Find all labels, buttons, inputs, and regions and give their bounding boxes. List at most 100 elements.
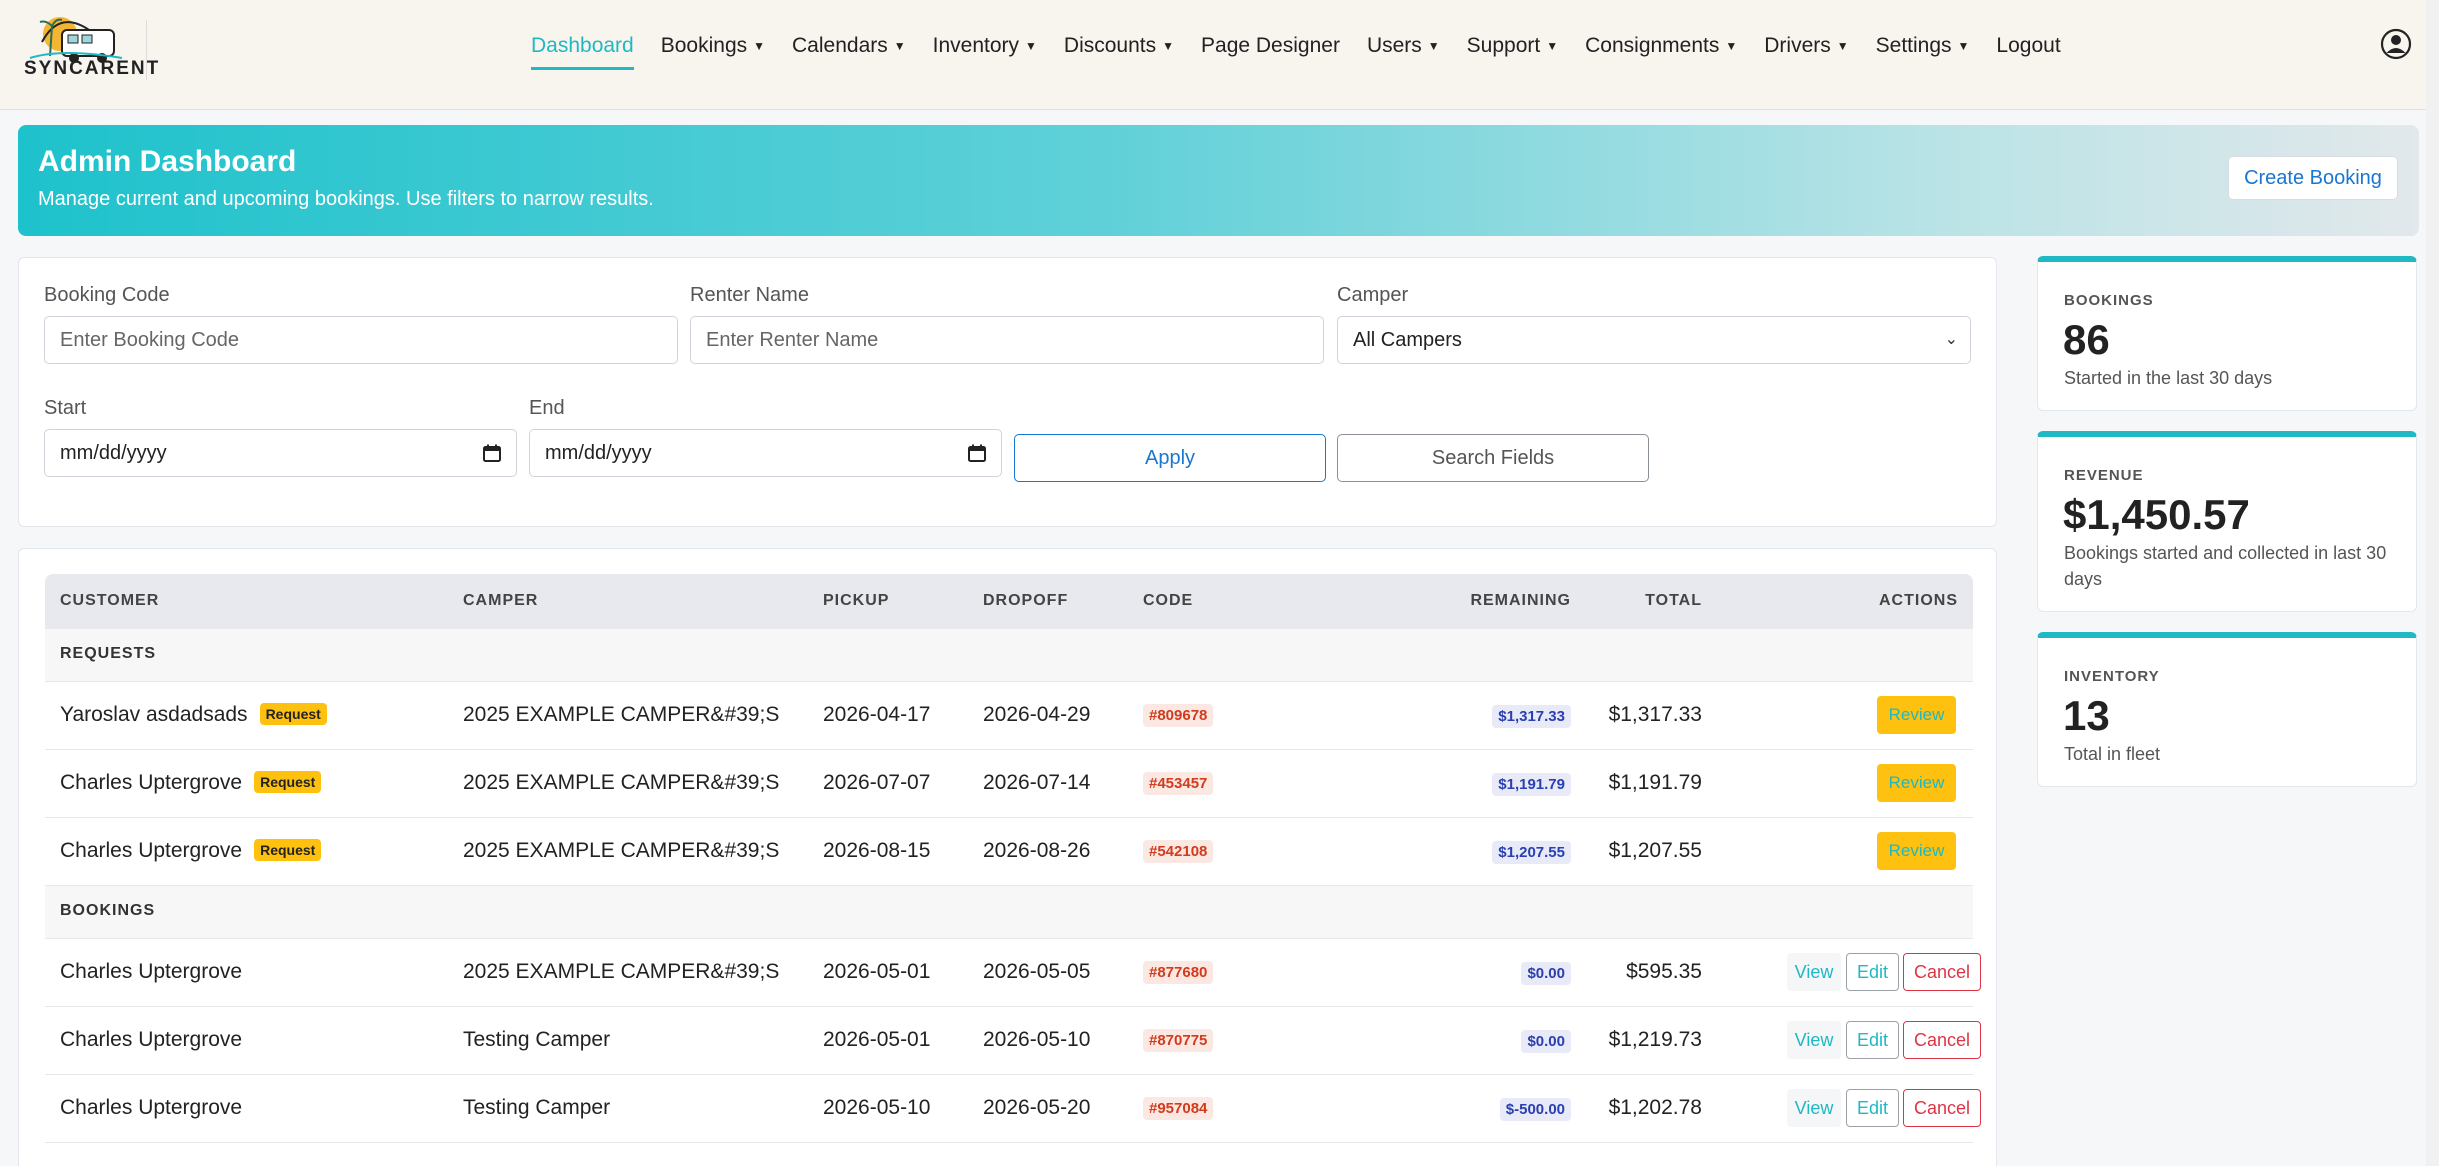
nav-label: Support [1466,34,1541,57]
apply-button[interactable]: Apply [1014,434,1326,482]
customer-name: Charles Uptergrove [60,771,243,794]
review-button[interactable]: Review [1877,696,1956,734]
nav-label: Settings [1875,34,1952,57]
table-row: Charles Uptergrove Request 2025 EXAMPLE C… [45,750,1973,818]
camper-cell: 2025 EXAMPLE CAMPER&#39;S [463,839,780,862]
calendar-icon[interactable] [967,443,987,463]
dropoff-cell: 2026-05-20 [983,1096,1091,1119]
requests-section-header: REQUESTS [45,629,1973,682]
code-badge: #877680 [1143,961,1214,984]
stat-note: Started in the last 30 days [2064,368,2273,388]
end-date-input[interactable]: mm/dd/yyyy [529,429,1002,477]
nav-page-designer[interactable]: Page Designer [1201,30,1340,62]
total-cell: $595.35 [1626,960,1702,983]
customer-cell: Charles Uptergrove [60,960,243,983]
dropoff-cell: 2026-08-26 [983,839,1091,862]
table-row: Charles Uptergrove 2025 EXAMPLE CAMPER&#… [45,939,1981,1007]
dropoff-cell: 2026-05-10 [983,1028,1091,1051]
view-button[interactable]: View [1787,1089,1841,1127]
syncarent-logo[interactable] [22,12,132,84]
filter-panel: Booking Code Enter Booking Code Renter N… [18,257,1997,527]
nav-settings[interactable]: Settings ▼ [1876,30,1970,62]
col-pickup: PICKUP [823,592,890,609]
booking-code-label: Booking Code [44,284,170,306]
brand-name: SYNCARENT [24,58,161,79]
create-booking-button[interactable]: Create Booking [2228,156,2398,200]
chevron-down-icon: ⌄ [1944,331,1958,348]
logo-divider [146,20,147,80]
nav-support[interactable]: Support ▼ [1467,30,1558,62]
nav-users[interactable]: Users ▼ [1367,30,1440,62]
pickup-cell: 2026-08-15 [823,839,931,862]
nav-drivers[interactable]: Drivers ▼ [1764,30,1848,62]
nav-dashboard[interactable]: Dashboard [531,30,634,70]
edit-button[interactable]: Edit [1846,953,1899,991]
caret-down-icon: ▼ [1025,39,1037,53]
table-row: Charles Uptergrove Testing Camper 2026-0… [45,1075,1981,1143]
search-fields-button[interactable]: Search Fields [1337,434,1649,482]
pickup-cell: 2026-04-17 [823,703,931,726]
code-badge: #957084 [1143,1097,1214,1120]
renter-name-placeholder: Enter Renter Name [706,328,879,351]
booking-code-input[interactable]: Enter Booking Code [44,316,678,364]
nav-label: Drivers [1764,34,1831,57]
renter-name-input[interactable]: Enter Renter Name [690,316,1324,364]
nav-calendars[interactable]: Calendars ▼ [792,30,906,62]
nav-label: Users [1366,34,1422,57]
hero-banner: Admin Dashboard Manage current and upcom… [18,125,2419,236]
caret-down-icon: ▼ [1162,39,1175,53]
camper-selected-value: All Campers [1353,328,1462,351]
nav-inventory[interactable]: Inventory ▼ [933,30,1037,62]
nav-label: Calendars [792,34,888,57]
remaining-badge: $-500.00 [1499,1098,1571,1121]
cancel-button[interactable]: Cancel [1903,1089,1981,1127]
top-navbar: SYNCARENT Dashboard Bookings ▼ Calendars ▼… [0,0,2439,110]
nav-label: Dashboard [531,34,634,57]
review-button[interactable]: Review [1877,764,1956,802]
end-label: End [529,397,565,419]
stat-value: 13 [2063,692,2110,739]
stat-label: BOOKINGS [2064,292,2154,309]
col-camper: CAMPER [463,592,539,609]
remaining-badge: $0.00 [1521,962,1571,985]
stat-value: $1,450.57 [2063,491,2250,538]
nav-label: Logout [1996,34,2061,57]
camper-cell: Testing Camper [463,1028,611,1051]
caret-down-icon: ▼ [893,39,906,53]
view-button[interactable]: View [1787,1021,1841,1059]
user-circle-icon[interactable] [2380,28,2412,60]
request-badge: Request [259,703,327,725]
table-header: CUSTOMER CAMPER PICKUP DROPOFF CODE REMA… [45,574,1973,629]
edit-button[interactable]: Edit [1846,1089,1899,1127]
code-badge: #870775 [1143,1029,1214,1052]
caret-down-icon: ▼ [1427,39,1440,53]
stat-note: Bookings started and collected in last 3… [2064,543,2387,589]
start-date-input[interactable]: mm/dd/yyyy [44,429,517,477]
camper-select[interactable]: All Campers ⌄ [1337,316,1971,364]
dropoff-cell: 2026-04-29 [983,703,1091,726]
caret-down-icon: ▼ [753,39,766,53]
nav-label: Consignments [1585,34,1720,57]
camper-cell: 2025 EXAMPLE CAMPER&#39;S [463,703,780,726]
request-badge: Request [254,771,322,793]
cancel-button[interactable]: Cancel [1903,1021,1981,1059]
scrollbar-track[interactable] [2426,0,2439,1166]
dropoff-cell: 2026-05-05 [983,960,1091,983]
nav-discounts[interactable]: Discounts ▼ [1064,30,1174,62]
code-badge: #453457 [1143,772,1214,795]
customer-cell: Charles Uptergrove Request [60,771,322,795]
view-button[interactable]: View [1787,953,1841,991]
review-button[interactable]: Review [1877,832,1956,870]
nav-bookings[interactable]: Bookings ▼ [661,30,765,62]
caret-down-icon: ▼ [1836,39,1849,53]
cancel-button[interactable]: Cancel [1903,953,1981,991]
table-row: Yaroslav asdadsads Request 2025 EXAMPLE C… [45,682,1973,750]
booking-code-placeholder: Enter Booking Code [60,328,240,351]
calendar-icon[interactable] [482,443,502,463]
caret-down-icon: ▼ [1957,39,1970,53]
customer-cell: Charles Uptergrove [60,1028,243,1051]
edit-button[interactable]: Edit [1846,1021,1899,1059]
customer-name: Yaroslav asdadsads [60,703,248,726]
nav-consignments[interactable]: Consignments ▼ [1585,30,1737,62]
nav-logout[interactable]: Logout [1996,30,2060,62]
